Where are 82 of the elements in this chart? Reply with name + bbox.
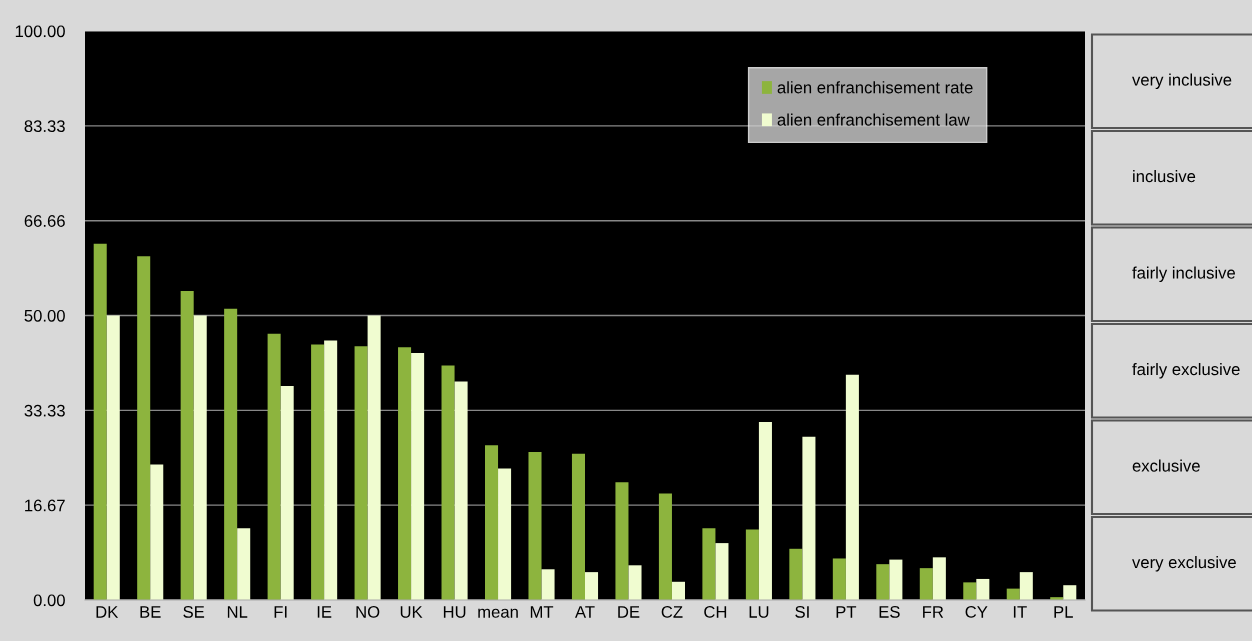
x-tick-label: MT: [530, 606, 554, 618]
bar: [398, 347, 412, 600]
bar: [658, 493, 672, 600]
x-tick-label: UK: [400, 606, 423, 618]
bar: [354, 346, 368, 600]
bar: [193, 315, 207, 600]
bar: [745, 529, 759, 600]
bar: [715, 543, 729, 600]
x-tick-label: CY: [965, 606, 988, 618]
x-tick-label: CH: [704, 606, 727, 618]
bar: [876, 564, 890, 600]
bar: [963, 582, 977, 600]
x-tick-label: PL: [1054, 606, 1073, 618]
x-tick-label: FI: [274, 606, 287, 618]
bar: [528, 452, 542, 600]
bar: [224, 308, 238, 600]
bar: [789, 548, 803, 600]
x-tick-label: DK: [96, 606, 119, 618]
x-tick-label: LU: [749, 606, 769, 618]
bar: [628, 565, 642, 600]
x-tick-label: PT: [836, 606, 857, 618]
bar: [93, 243, 107, 600]
bar: [758, 421, 772, 600]
bar: [324, 340, 338, 600]
x-tick-label: HU: [443, 606, 466, 618]
text: very inclusive: [1132, 73, 1232, 90]
y-tick-label: 0.00: [33, 594, 65, 607]
bar: [845, 374, 859, 600]
x-tick-label: IT: [1013, 606, 1027, 618]
bar: [615, 482, 629, 600]
bar: [237, 528, 251, 600]
bar: [702, 528, 716, 600]
bar: [137, 256, 151, 600]
bar: [441, 365, 455, 600]
bar: [106, 315, 120, 600]
bar: [585, 572, 599, 600]
text: very exclusive: [1132, 555, 1236, 572]
x-tick-label: ES: [879, 606, 900, 618]
bar: [571, 453, 585, 600]
text: inclusive: [1133, 169, 1196, 183]
bar: [280, 386, 294, 600]
bar: [267, 333, 281, 600]
bar: [832, 558, 846, 600]
x-tick-label: SI: [795, 606, 809, 618]
bar: [1063, 585, 1077, 600]
bar: [311, 344, 325, 600]
x-tick-label: CZ: [661, 606, 683, 618]
y-tick-label: 50.00: [24, 309, 65, 322]
y-tick-label: 33.33: [24, 404, 65, 417]
y-tick-label: 16.67: [25, 499, 65, 512]
x-tick-label: NO: [356, 606, 380, 618]
bar: [411, 353, 425, 600]
x-tick-label: BE: [140, 606, 161, 618]
x-tick-label: DE: [618, 606, 640, 618]
legend-label: alien enfranchisement law: [777, 113, 970, 126]
bar: [802, 436, 816, 600]
y-tick-label: 66.66: [24, 215, 65, 227]
x-tick-label: IE: [317, 606, 332, 618]
bar: [889, 559, 903, 600]
x-tick-label: FR: [923, 606, 944, 618]
text: exclusive: [1132, 459, 1200, 472]
legend-label: alien enfranchisement rate: [777, 81, 973, 94]
x-tick-label: NL: [227, 606, 248, 618]
bar: [1019, 572, 1033, 600]
bar: [150, 464, 164, 600]
bar: [498, 468, 512, 600]
bar: [932, 557, 946, 600]
x-tick-label: SE: [183, 606, 205, 618]
y-tick-label: 100.00: [15, 25, 65, 38]
bar: [180, 291, 194, 600]
x-tick-label: AT: [575, 606, 595, 618]
bar: [454, 381, 468, 600]
bar: [976, 578, 990, 600]
text: fairly inclusive: [1132, 266, 1235, 283]
y-tick-label: 83.33: [24, 120, 65, 133]
bar: [485, 445, 499, 600]
bar: [919, 568, 933, 600]
text: fairly exclusive: [1132, 362, 1240, 379]
bar: [367, 315, 381, 600]
bar: [541, 569, 555, 600]
bar: [671, 581, 685, 600]
x-tick-label: mean: [478, 608, 518, 618]
